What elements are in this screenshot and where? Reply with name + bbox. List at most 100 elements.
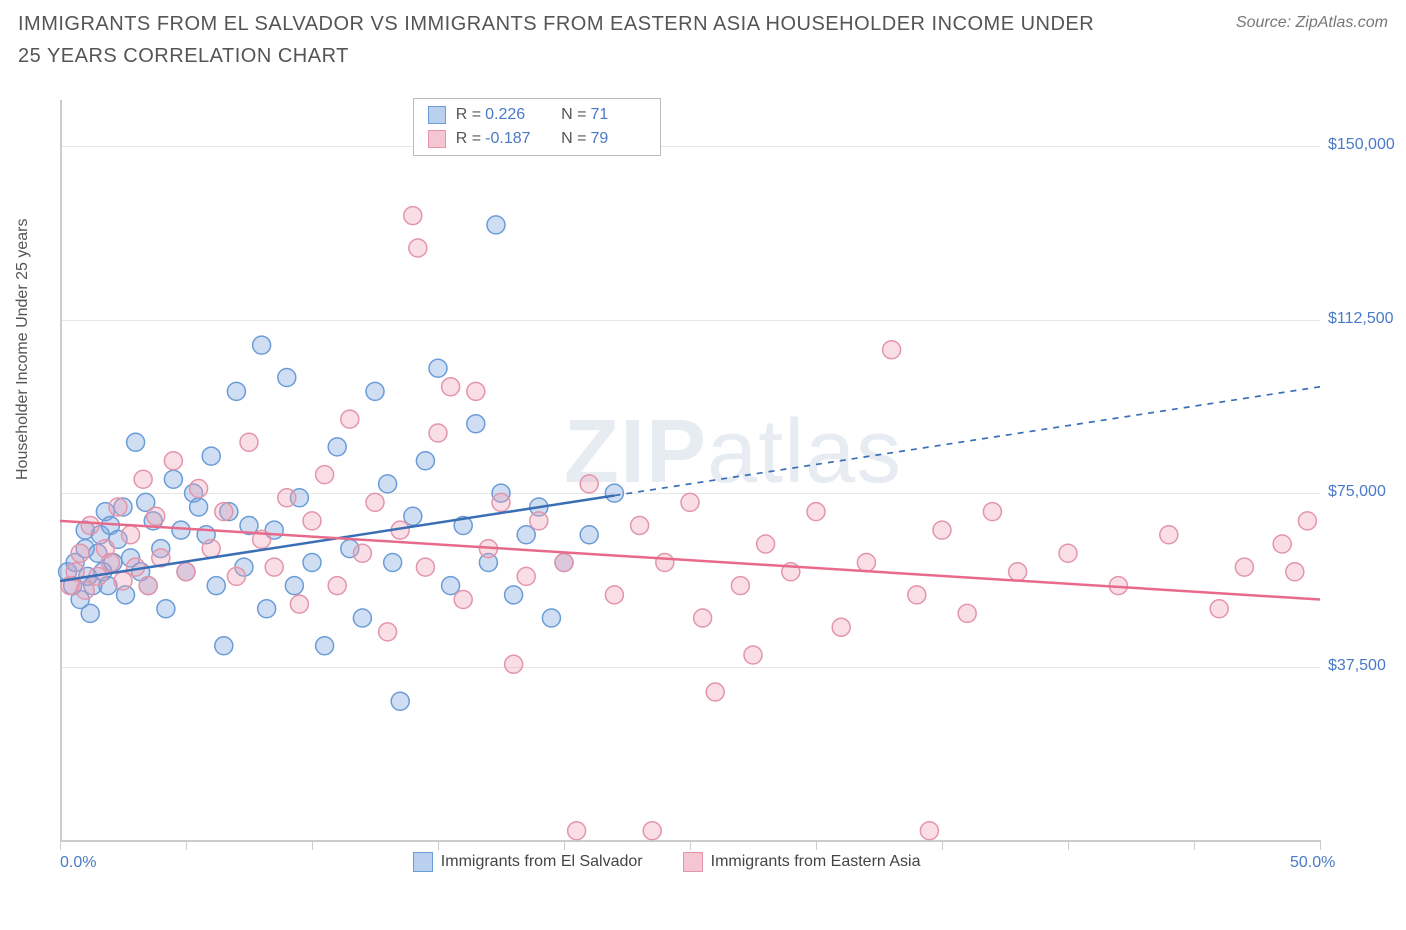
scatter-point	[316, 637, 334, 655]
scatter-point	[328, 577, 346, 595]
scatter-point	[190, 480, 208, 498]
scatter-point	[134, 470, 152, 488]
legend-swatch	[683, 852, 703, 872]
scatter-point	[328, 438, 346, 456]
scatter-point	[258, 600, 276, 618]
scatter-point	[172, 521, 190, 539]
scatter-point	[285, 577, 303, 595]
stat-value-n: 71	[590, 103, 646, 127]
scatter-point	[454, 591, 472, 609]
scatter-point	[416, 558, 434, 576]
scatter-point	[442, 577, 460, 595]
scatter-point	[1160, 526, 1178, 544]
chart-title: IMMIGRANTS FROM EL SALVADOR VS IMMIGRANT…	[18, 8, 1118, 72]
scatter-point	[883, 341, 901, 359]
scatter-point	[920, 822, 938, 840]
scatter-point	[122, 526, 140, 544]
y-axis-label: Householder Income Under 25 years	[14, 219, 32, 480]
scatter-point	[933, 521, 951, 539]
scatter-point	[694, 609, 712, 627]
scatter-plot: $37,500$75,000$112,500$150,0000.0%50.0%Z…	[50, 90, 1390, 880]
scatter-point	[505, 655, 523, 673]
scatter-point	[341, 410, 359, 428]
scatter-point	[227, 567, 245, 585]
scatter-point	[744, 646, 762, 664]
legend-item: Immigrants from El Salvador	[413, 852, 643, 872]
scatter-point	[517, 526, 535, 544]
scatter-point	[404, 207, 422, 225]
stat-label-r: R =	[456, 103, 481, 127]
scatter-point	[157, 600, 175, 618]
scatter-point	[139, 577, 157, 595]
scatter-point	[114, 572, 132, 590]
scatter-point	[908, 586, 926, 604]
scatter-point	[487, 216, 505, 234]
scatter-point	[290, 595, 308, 613]
series-swatch	[428, 130, 446, 148]
scatter-point	[681, 493, 699, 511]
scatter-point	[147, 507, 165, 525]
scatter-point	[81, 517, 99, 535]
scatter-point	[366, 382, 384, 400]
legend-label: Immigrants from El Salvador	[441, 853, 643, 871]
legend-label: Immigrants from Eastern Asia	[711, 853, 921, 871]
scatter-point	[1235, 558, 1253, 576]
scatter-point	[643, 822, 661, 840]
scatter-point	[832, 618, 850, 636]
scatter-point	[316, 466, 334, 484]
regression-line-dashed	[614, 387, 1320, 496]
stats-legend: R = 0.226N = 71R = -0.187N = 79	[413, 98, 662, 156]
scatter-point	[101, 554, 119, 572]
plot-svg	[50, 90, 1390, 880]
scatter-point	[164, 452, 182, 470]
scatter-point	[530, 512, 548, 530]
legend-swatch	[413, 852, 433, 872]
scatter-point	[467, 415, 485, 433]
scatter-point	[127, 433, 145, 451]
scatter-point	[353, 609, 371, 627]
scatter-point	[517, 567, 535, 585]
stat-value-n: 79	[590, 127, 646, 151]
scatter-point	[177, 563, 195, 581]
scatter-point	[379, 475, 397, 493]
series-swatch	[428, 106, 446, 124]
legend-item: Immigrants from Eastern Asia	[683, 852, 921, 872]
scatter-point	[983, 503, 1001, 521]
scatter-point	[366, 493, 384, 511]
scatter-point	[227, 382, 245, 400]
scatter-point	[202, 540, 220, 558]
stat-label-n: N =	[561, 127, 586, 151]
scatter-point	[605, 484, 623, 502]
scatter-point	[240, 433, 258, 451]
scatter-point	[580, 526, 598, 544]
scatter-point	[731, 577, 749, 595]
scatter-point	[656, 554, 674, 572]
scatter-point	[215, 503, 233, 521]
scatter-point	[467, 382, 485, 400]
scatter-point	[1210, 600, 1228, 618]
scatter-point	[1286, 563, 1304, 581]
scatter-point	[379, 623, 397, 641]
scatter-point	[631, 517, 649, 535]
scatter-point	[1298, 512, 1316, 530]
scatter-point	[442, 378, 460, 396]
stats-row: R = 0.226N = 71	[428, 103, 647, 127]
scatter-point	[958, 604, 976, 622]
scatter-point	[353, 544, 371, 562]
stats-row: R = -0.187N = 79	[428, 127, 647, 151]
scatter-point	[215, 637, 233, 655]
scatter-point	[429, 424, 447, 442]
series-legend: Immigrants from El Salvador Immigrants fr…	[413, 852, 921, 872]
scatter-point	[706, 683, 724, 701]
scatter-point	[384, 554, 402, 572]
scatter-point	[76, 581, 94, 599]
scatter-point	[757, 535, 775, 553]
source-citation: Source: ZipAtlas.com	[1236, 14, 1388, 32]
scatter-point	[278, 369, 296, 387]
scatter-point	[416, 452, 434, 470]
scatter-point	[807, 503, 825, 521]
scatter-point	[71, 544, 89, 562]
scatter-point	[164, 470, 182, 488]
scatter-point	[857, 554, 875, 572]
scatter-point	[1059, 544, 1077, 562]
